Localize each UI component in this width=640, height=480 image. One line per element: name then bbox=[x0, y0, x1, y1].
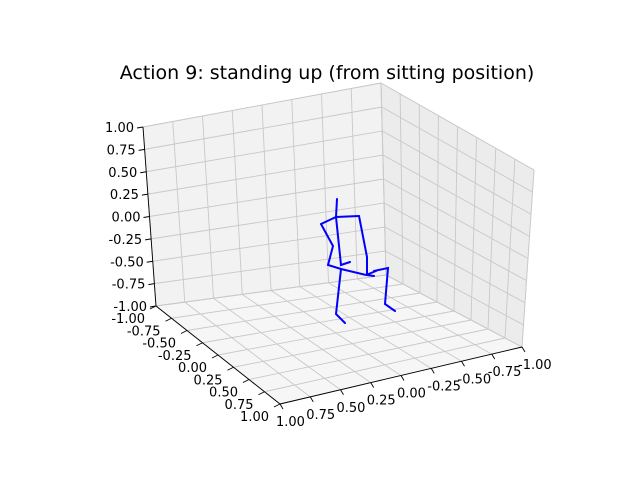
grid-line bbox=[299, 286, 432, 369]
grid-line bbox=[357, 278, 492, 355]
z-tick-label: -0.25 bbox=[108, 233, 142, 248]
z-tick-mark bbox=[145, 238, 152, 241]
z-tick-label: 1.00 bbox=[105, 121, 134, 136]
grid-line bbox=[380, 82, 535, 171]
z-tick-label: 0.75 bbox=[107, 143, 136, 158]
grid-line bbox=[521, 169, 535, 348]
z-tick-mark bbox=[136, 126, 144, 129]
y-tick-label: 0.00 bbox=[178, 361, 207, 376]
y-tick-mark bbox=[180, 330, 188, 334]
grid-line bbox=[328, 282, 462, 362]
skeleton-left-leg bbox=[334, 268, 346, 324]
x-tick-mark bbox=[521, 346, 526, 353]
z-tick-label: 0.00 bbox=[112, 211, 141, 226]
x-tick-label: 0.75 bbox=[306, 408, 335, 423]
grid-line bbox=[385, 274, 523, 348]
y-tick-label: 0.25 bbox=[194, 373, 223, 388]
back-left-pane bbox=[142, 82, 387, 307]
grid-line bbox=[233, 319, 472, 368]
y-tick-label: -0.75 bbox=[127, 324, 161, 339]
skeleton-right-leg bbox=[373, 266, 396, 312]
grid-line bbox=[144, 106, 382, 150]
grid-line bbox=[321, 93, 329, 283]
x-tick-label: -0.75 bbox=[488, 365, 522, 380]
skeleton-spine-upper bbox=[335, 198, 338, 218]
skeleton-plot bbox=[320, 198, 396, 324]
x-tick-label: 1.00 bbox=[276, 415, 305, 430]
grid-line bbox=[248, 328, 489, 380]
y-axis-ticks: -1.00-0.75-0.50-0.250.000.250.500.751.00 bbox=[111, 305, 281, 425]
grid-line bbox=[350, 88, 358, 279]
grid-line bbox=[381, 106, 533, 193]
y-tick-label: -0.50 bbox=[142, 337, 176, 352]
y-tick-label: 0.50 bbox=[209, 386, 238, 401]
y-tick-mark bbox=[258, 391, 265, 396]
chart-title: Action 9: standing up (from sitting posi… bbox=[120, 62, 535, 84]
x-tick-label: 0.25 bbox=[367, 394, 396, 409]
z-tick-label: 0.50 bbox=[108, 166, 137, 181]
x-tick-mark bbox=[279, 403, 284, 410]
z-tick-mark bbox=[143, 216, 150, 218]
x-tick-mark bbox=[430, 368, 435, 374]
x-tick-label: 0.50 bbox=[337, 401, 366, 416]
z-tick-label: 0.25 bbox=[110, 188, 139, 203]
z-tick-mark bbox=[141, 193, 148, 196]
x-tick-label: -1.00 bbox=[518, 358, 552, 373]
x-tick-mark bbox=[309, 396, 314, 403]
grid-line bbox=[217, 310, 455, 356]
x-tick-label: 0.00 bbox=[397, 387, 426, 402]
x-tick-mark bbox=[461, 361, 465, 367]
x-tick-label: -0.50 bbox=[458, 372, 492, 387]
grid-line bbox=[382, 154, 530, 237]
grid-line bbox=[264, 337, 506, 393]
z-tick-label: -0.50 bbox=[110, 255, 144, 270]
x-tick-mark bbox=[340, 389, 344, 395]
y-tick-label: 1.00 bbox=[240, 410, 269, 425]
grid-line bbox=[147, 154, 383, 195]
x-tick-mark bbox=[400, 375, 405, 381]
y-tick-mark bbox=[165, 317, 172, 322]
z-tick-mark bbox=[146, 260, 153, 263]
y-tick-mark bbox=[149, 305, 157, 310]
z-tick-mark bbox=[140, 171, 147, 174]
y-tick-mark bbox=[227, 366, 234, 371]
y-tick-mark bbox=[273, 403, 281, 408]
grid-line bbox=[470, 137, 478, 321]
y-tick-mark bbox=[211, 354, 219, 359]
y-tick-label: -0.25 bbox=[158, 349, 192, 364]
x-tick-mark bbox=[370, 382, 375, 388]
x-tick-mark bbox=[491, 353, 496, 360]
z-tick-mark bbox=[148, 283, 155, 286]
z-axis-ticks: -1.00 -0.75 -0.50 -0.25 0.00 0.25 0.50 0.75 1.00 bbox=[105, 121, 157, 315]
grid-line bbox=[142, 82, 382, 128]
grid-line bbox=[146, 130, 383, 173]
y-tick-mark bbox=[196, 342, 203, 347]
grid-line bbox=[504, 159, 516, 339]
grid-line bbox=[383, 178, 529, 259]
skeleton-spine-lower bbox=[335, 216, 351, 267]
grid-line bbox=[487, 148, 497, 330]
y-tick-mark bbox=[242, 379, 250, 383]
skeleton-right-arm bbox=[358, 215, 375, 277]
z-tick-label: -1.00 bbox=[113, 300, 147, 315]
x-tick-label: -0.25 bbox=[427, 379, 461, 394]
z-tick-label: -0.75 bbox=[112, 278, 146, 293]
z-tick-mark bbox=[138, 148, 145, 151]
grid-line bbox=[291, 99, 301, 287]
y-tick-label: 0.75 bbox=[225, 398, 254, 413]
grid-line bbox=[382, 130, 532, 215]
y-tick-label: -1.00 bbox=[111, 312, 145, 327]
x-axis-ticks: 1.00 0.75 0.50 0.25 0.00 -0.25-0.50-0.75-1.00 bbox=[276, 346, 552, 430]
grid-line bbox=[149, 178, 384, 217]
